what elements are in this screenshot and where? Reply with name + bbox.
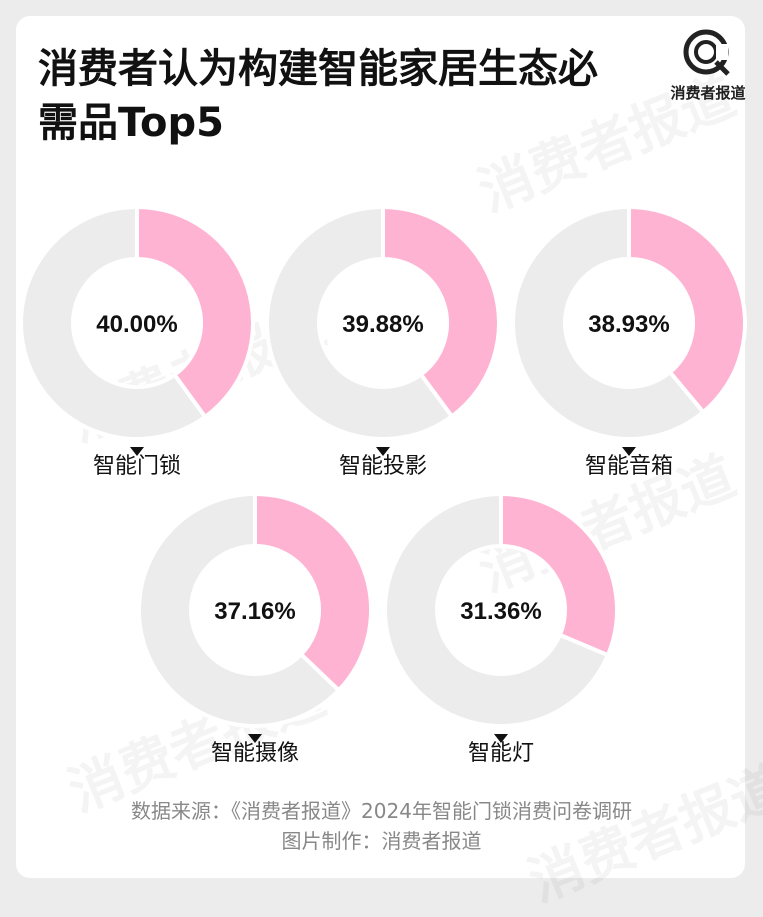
brand-logo: 消费者报道 bbox=[664, 28, 752, 112]
donut-3: 38.93% 智能音箱 bbox=[511, 204, 747, 479]
logo-text: 消费者报道 bbox=[670, 84, 746, 102]
pointer-triangle-icon bbox=[248, 734, 262, 743]
donut-category-label: 智能摄像 bbox=[211, 741, 299, 766]
source-line: 数据来源：《消费者报道》2024年智能门锁消费问卷调研 bbox=[131, 799, 632, 823]
donut-value-label: 40.00% bbox=[96, 311, 177, 338]
donut-1: 40.00% 智能门锁 bbox=[19, 204, 255, 479]
donut-value-label: 39.88% bbox=[342, 311, 423, 338]
donut-category-label: 智能音箱 bbox=[585, 454, 673, 479]
credit-line: 图片制作：消费者报道 bbox=[281, 829, 482, 853]
donut-remainder-segment bbox=[137, 491, 342, 728]
pointer-triangle-icon bbox=[130, 447, 144, 456]
donut-value-label: 31.36% bbox=[460, 598, 541, 625]
donut-value-segment bbox=[381, 204, 501, 420]
donut-2: 39.88% 智能投影 bbox=[265, 204, 501, 479]
title-line-1: 消费者认为构建智能家居生态必 bbox=[38, 46, 598, 92]
donut-value-segment bbox=[135, 204, 255, 420]
donut-remainder-segment bbox=[511, 204, 707, 441]
donut-value-segment bbox=[627, 204, 747, 415]
donut-remainder-segment bbox=[383, 491, 611, 728]
title-line-2: 需品Top5 bbox=[38, 100, 224, 146]
donut-value-label: 38.93% bbox=[588, 311, 669, 338]
pointer-triangle-icon bbox=[622, 447, 636, 456]
donut-remainder-segment bbox=[265, 204, 455, 441]
donut-value-segment bbox=[253, 491, 373, 694]
donut-5: 31.36% 智能灯 bbox=[383, 491, 619, 766]
pointer-triangle-icon bbox=[376, 447, 390, 456]
logo-c-icon bbox=[683, 29, 730, 76]
donut-4: 37.16% 智能摄像 bbox=[137, 491, 373, 766]
donut-category-label: 智能投影 bbox=[339, 454, 427, 479]
chart-title: 消费者认为构建智能家居生态必 需品Top5 bbox=[38, 42, 658, 150]
donut-remainder-segment bbox=[19, 204, 208, 441]
donut-category-label: 智能灯 bbox=[468, 741, 534, 766]
donut-category-label: 智能门锁 bbox=[93, 454, 181, 479]
donut-value-label: 37.16% bbox=[214, 598, 295, 625]
pointer-triangle-icon bbox=[494, 734, 508, 743]
donut-value-segment bbox=[499, 491, 619, 658]
